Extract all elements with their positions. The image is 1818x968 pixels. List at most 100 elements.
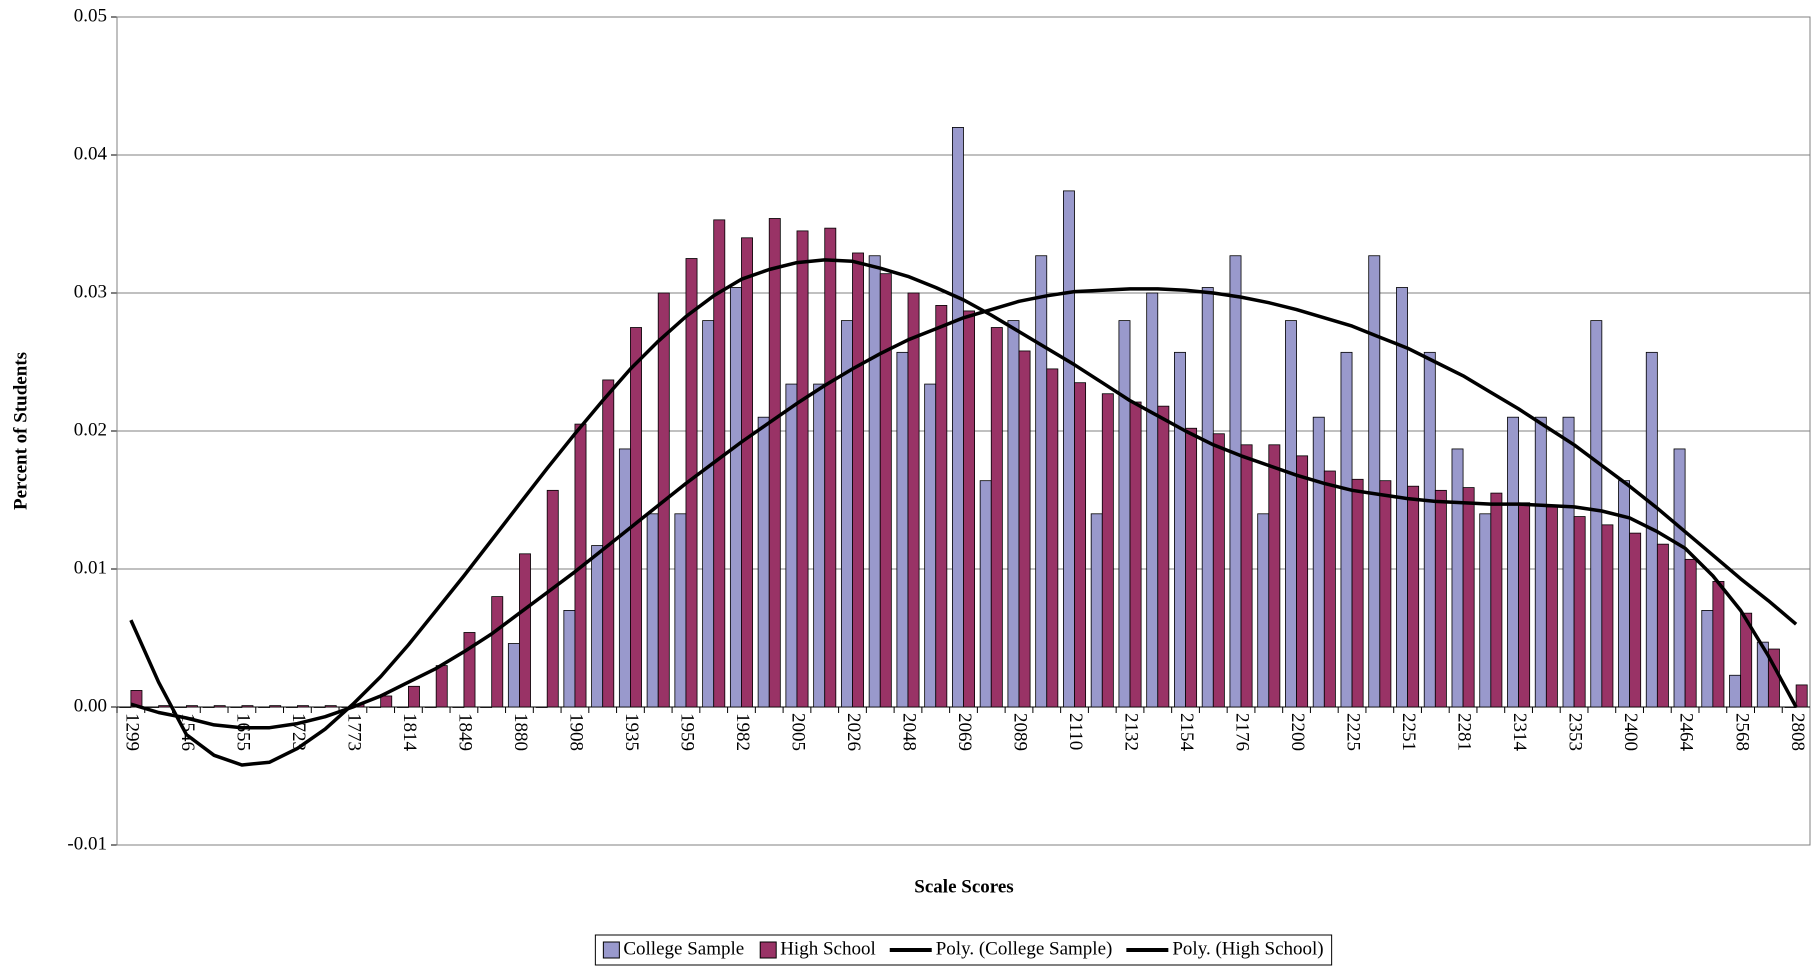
- bar: [158, 705, 171, 708]
- x-tick-label: 2400: [1620, 713, 1641, 751]
- bar: [297, 705, 309, 708]
- bar: [185, 705, 198, 708]
- bar: [1729, 674, 1742, 708]
- bar: [480, 706, 493, 708]
- bar: [1212, 433, 1225, 708]
- bar: [785, 383, 798, 708]
- x-tick-label: 2200: [1287, 713, 1308, 751]
- x-tick-label: 1908: [566, 713, 587, 751]
- bar: [1018, 350, 1031, 708]
- bar: [979, 480, 992, 708]
- bar: [1479, 513, 1492, 708]
- bar: [1157, 405, 1170, 708]
- bar: [563, 610, 576, 708]
- bar: [702, 320, 715, 708]
- bar: [1240, 444, 1253, 708]
- bar: [1074, 382, 1087, 708]
- bar: [1795, 684, 1808, 708]
- bar: [813, 383, 826, 708]
- bar: [935, 305, 948, 708]
- x-tick-label: 1655: [233, 713, 254, 751]
- trend-line: [130, 287, 1798, 730]
- bar: [1035, 255, 1048, 708]
- bar: [147, 706, 160, 708]
- bar: [1312, 416, 1325, 708]
- legend-label: College Sample: [623, 938, 744, 959]
- bar: [408, 685, 420, 708]
- legend-swatch: [602, 941, 620, 959]
- bar: [1174, 351, 1186, 708]
- legend: College Sample High School Poly. (College …: [594, 934, 1333, 966]
- x-tick-label: 2353: [1565, 713, 1586, 751]
- bar: [896, 351, 909, 708]
- bar: [435, 665, 448, 708]
- bar: [546, 489, 559, 708]
- bar: [1656, 543, 1669, 708]
- bar: [618, 448, 631, 708]
- bar: [119, 706, 132, 708]
- bar: [1351, 478, 1364, 708]
- x-tick-label: 2808: [1787, 713, 1808, 751]
- bar: [840, 320, 853, 708]
- bar: [1129, 401, 1142, 708]
- bar: [1490, 492, 1503, 708]
- x-tick-label: 2005: [788, 713, 809, 751]
- bar: [369, 706, 382, 708]
- bar: [213, 705, 226, 708]
- bar: [757, 416, 770, 708]
- x-tick-label: 2314: [1509, 713, 1530, 752]
- legend-label: High School: [780, 938, 876, 959]
- bar: [1201, 287, 1214, 708]
- x-tick-label: 2225: [1343, 713, 1364, 751]
- y-tick-label: 0.00: [74, 695, 107, 716]
- y-tick-label: 0.03: [74, 281, 107, 302]
- bar: [1684, 558, 1697, 708]
- bar: [1101, 393, 1114, 708]
- bar: [674, 513, 687, 708]
- bar: [924, 383, 937, 708]
- bar: [990, 327, 1003, 708]
- y-axis-title: Percent of Students: [10, 352, 31, 510]
- bar: [1368, 255, 1381, 708]
- bar: [1518, 502, 1531, 708]
- x-tick-label: 1849: [455, 713, 476, 751]
- x-tick-label: 2048: [899, 713, 920, 751]
- x-tick-label: 2568: [1731, 713, 1752, 751]
- x-tick-label: 2110: [1065, 713, 1086, 750]
- bar: [1268, 444, 1281, 708]
- bar: [729, 287, 742, 708]
- bar: [1046, 368, 1059, 708]
- bar: [174, 706, 187, 708]
- bar: [963, 310, 976, 708]
- bar: [907, 292, 920, 708]
- bar: [591, 545, 604, 708]
- bar: [1740, 612, 1753, 708]
- bar: [630, 327, 642, 708]
- x-tick-label: 2026: [843, 713, 864, 751]
- bar: [951, 127, 964, 708]
- x-tick-label: 2154: [1176, 713, 1197, 752]
- bar: [646, 513, 659, 708]
- bar: [768, 218, 781, 708]
- x-tick-label: 1814: [399, 713, 420, 752]
- legend-label: Poly. (College Sample): [936, 938, 1113, 959]
- legend-box: [594, 934, 1333, 966]
- bar: [285, 706, 298, 708]
- x-tick-label: 1299: [122, 713, 143, 751]
- bar: [852, 252, 864, 708]
- bar: [1063, 190, 1075, 708]
- bar: [452, 706, 465, 708]
- bar: [1601, 524, 1614, 708]
- bar: [1118, 320, 1131, 708]
- bar: [1534, 416, 1547, 708]
- bar: [1146, 292, 1159, 708]
- y-tick-label: -0.01: [67, 833, 107, 854]
- bar: [396, 706, 409, 708]
- x-tick-label: 2176: [1232, 713, 1253, 751]
- plot-frame: [116, 16, 1811, 846]
- x-tick-label: 1880: [510, 713, 531, 751]
- bar: [202, 706, 215, 708]
- bar: [1434, 489, 1447, 708]
